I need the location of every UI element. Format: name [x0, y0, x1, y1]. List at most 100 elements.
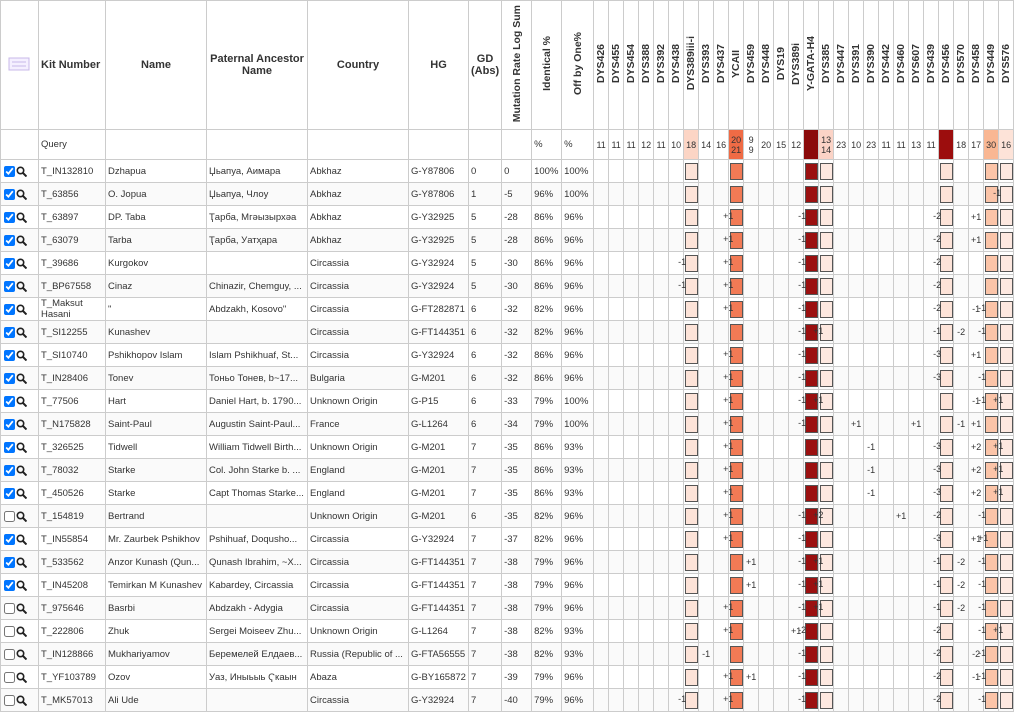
row-checkbox[interactable]	[4, 165, 15, 177]
row-checkbox[interactable]	[4, 648, 15, 660]
marker-diff: +1	[970, 350, 982, 361]
marker-box	[939, 162, 953, 180]
marker-cell	[683, 389, 700, 414]
row-checkbox[interactable]	[4, 487, 15, 499]
search-icon[interactable]	[16, 419, 28, 430]
name-cell: Kunashev	[105, 320, 207, 345]
query-marker: 23	[863, 129, 880, 161]
search-icon[interactable]	[16, 580, 28, 591]
search-icon[interactable]	[16, 442, 28, 453]
marker-header-text: DYS456	[940, 44, 953, 84]
marker-cell	[833, 527, 850, 552]
search-icon[interactable]	[16, 373, 28, 384]
row-checkbox[interactable]	[4, 211, 15, 223]
marker-cell	[878, 389, 895, 414]
search-icon[interactable]	[16, 603, 28, 614]
marker-diff: -3	[933, 464, 942, 475]
row-checkbox[interactable]	[4, 257, 15, 269]
marker-diff: -1	[978, 510, 987, 521]
ident-cell: 96%	[531, 182, 563, 207]
marker-box	[804, 415, 818, 433]
marker-box	[939, 346, 953, 364]
search-icon[interactable]	[16, 534, 28, 545]
marker-cell	[983, 228, 1000, 253]
search-icon[interactable]	[16, 488, 28, 499]
ident-cell: 86%	[531, 435, 563, 460]
marker-diff: -2	[933, 257, 942, 268]
marker-cell	[593, 251, 610, 276]
marker-cell: -1	[798, 665, 820, 690]
search-icon[interactable]	[16, 235, 28, 246]
data-row: T_39686 Kurgokov Circassia G-Y32924 5 -30 86% 9…	[0, 251, 1015, 276]
search-icon[interactable]	[16, 304, 28, 315]
marker-diff: -2	[933, 671, 942, 682]
marker-cell	[893, 159, 910, 184]
row-checkbox[interactable]	[4, 464, 15, 476]
marker-cell	[953, 458, 970, 483]
search-icon[interactable]	[16, 327, 28, 338]
row-checkbox[interactable]	[4, 418, 15, 430]
marker-cell	[848, 688, 865, 712]
marker-header: DYS448	[758, 0, 775, 131]
search-icon[interactable]	[16, 672, 28, 683]
marker-box	[804, 645, 818, 663]
search-icon[interactable]	[16, 396, 28, 407]
row-checkbox[interactable]	[4, 188, 15, 200]
marker-box	[804, 530, 818, 548]
row-checkbox[interactable]	[4, 303, 15, 315]
ancestor-cell: Pshihuaf, Doqusho...	[206, 527, 308, 552]
row-checkbox[interactable]	[4, 372, 15, 384]
marker-header-text: DYS19	[775, 46, 788, 81]
marker-header: DYS439	[923, 0, 940, 131]
marker-box	[939, 668, 953, 686]
marker-box	[999, 461, 1013, 479]
search-icon[interactable]	[16, 189, 28, 200]
marker-header: DYS458	[968, 0, 985, 131]
marker-cell	[998, 205, 1015, 230]
row-checkbox[interactable]	[4, 234, 15, 246]
row-checkbox[interactable]	[4, 280, 15, 292]
row-checkbox[interactable]	[4, 533, 15, 545]
search-icon[interactable]	[16, 649, 28, 660]
marker-diff: +1	[723, 602, 734, 613]
country-cell: France	[307, 412, 409, 437]
marker-cell	[998, 366, 1015, 391]
row-checkbox[interactable]	[4, 326, 15, 338]
row-checkbox[interactable]	[4, 579, 15, 591]
search-icon[interactable]	[16, 511, 28, 522]
marker-cell	[773, 412, 790, 437]
ident-cell: 82%	[531, 642, 563, 667]
row-checkbox[interactable]	[4, 556, 15, 568]
search-icon[interactable]	[16, 695, 28, 706]
row-checkbox[interactable]	[4, 441, 15, 453]
marker-box	[999, 323, 1013, 341]
marker-cell	[593, 320, 610, 345]
row-checkbox[interactable]	[4, 349, 15, 361]
marker-box	[999, 530, 1013, 548]
marker-cell	[608, 550, 625, 575]
marker-box	[804, 231, 818, 249]
marker-diff: +1	[813, 556, 824, 567]
search-icon[interactable]	[16, 557, 28, 568]
row-checkbox[interactable]	[4, 671, 15, 683]
search-icon[interactable]	[16, 626, 28, 637]
marker-cell: -1	[933, 320, 955, 345]
country-cell: Circassia	[307, 527, 409, 552]
row-checkbox[interactable]	[4, 510, 15, 522]
search-icon[interactable]	[16, 258, 28, 269]
marker-cell	[893, 366, 910, 391]
gd-cell: 5	[467, 274, 503, 299]
search-icon[interactable]	[16, 465, 28, 476]
search-icon[interactable]	[16, 212, 28, 223]
marker-cell	[743, 251, 760, 276]
marker-cell	[608, 665, 625, 690]
row-checkbox[interactable]	[4, 395, 15, 407]
row-checkbox[interactable]	[4, 602, 15, 614]
row-checkbox[interactable]	[4, 625, 15, 637]
row-checkbox[interactable]	[4, 694, 15, 706]
search-icon[interactable]	[16, 350, 28, 361]
search-icon[interactable]	[16, 166, 28, 177]
marker-diff: -1	[933, 326, 942, 337]
marker-cell	[623, 412, 640, 437]
search-icon[interactable]	[16, 281, 28, 292]
